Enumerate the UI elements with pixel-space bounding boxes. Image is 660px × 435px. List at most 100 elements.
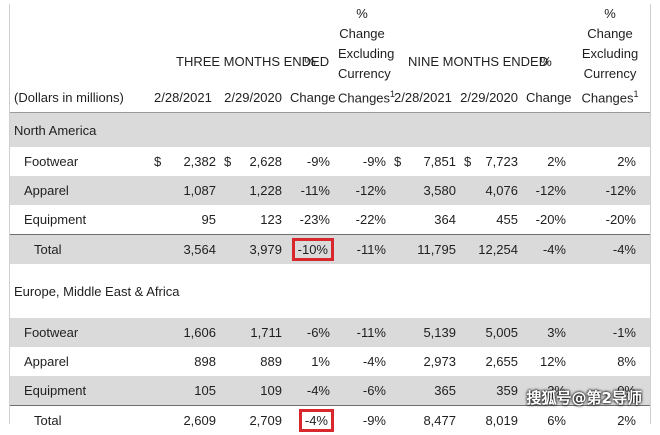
section-row-emea: Europe, Middle East & Africa bbox=[10, 264, 650, 318]
cell-value: 365 bbox=[390, 376, 460, 406]
cell-value: -4% bbox=[570, 234, 650, 265]
cell-value: 1,087 bbox=[150, 176, 220, 206]
table-row: Equipment 95 123 -23% -22% 364 455 -20% … bbox=[10, 205, 650, 235]
cell-value: 1% bbox=[311, 354, 330, 370]
cur-excluding-label: Excluding bbox=[338, 46, 395, 61]
cell-value: 364 bbox=[434, 212, 456, 228]
cell-value: 3,564 bbox=[150, 234, 220, 265]
section-title: North America bbox=[10, 112, 650, 148]
dollar-sign: $ bbox=[394, 154, 402, 170]
cell-value: 2% bbox=[547, 154, 566, 170]
cell-value: 6% bbox=[522, 405, 570, 435]
cell-value: 7,851 bbox=[423, 154, 456, 170]
cell-value: 5,005 bbox=[460, 318, 522, 348]
pct-change-header-2: % Change bbox=[522, 4, 572, 113]
table-header-row: (Dollars in millions) THREE MONTHS ENDED… bbox=[10, 4, 650, 113]
dollar-sign: $ bbox=[154, 154, 162, 170]
row-label: Footwear bbox=[10, 318, 150, 348]
pct-change-header: % Change bbox=[286, 4, 336, 113]
cell-value: -9% bbox=[334, 405, 390, 435]
cell-value: 2,709 bbox=[220, 405, 286, 435]
currency-header-2: % Change Excluding Currency Changes1 bbox=[570, 4, 650, 113]
cell-value: 0% bbox=[570, 376, 650, 406]
cell-value: 455 bbox=[496, 212, 518, 228]
cell-value: -11% bbox=[286, 176, 334, 206]
cell-value: 898 bbox=[194, 354, 216, 370]
cell-value: -4% bbox=[362, 354, 386, 370]
table-row-total: Total 3,564 3,979 -10% -11% 11,795 12,25… bbox=[10, 234, 650, 265]
footnote-mark: 1 bbox=[390, 89, 396, 99]
cell-value: 2,628 bbox=[249, 154, 282, 170]
cell-value: 8,019 bbox=[460, 405, 522, 435]
cell-value: -12% bbox=[570, 176, 650, 206]
cell-value: 1,606 bbox=[150, 318, 220, 348]
cell-value: -11% bbox=[334, 234, 390, 265]
row-label: Apparel bbox=[24, 354, 69, 370]
cell-value: 2,609 bbox=[150, 405, 220, 435]
cur-change-label-2: Change bbox=[587, 26, 633, 41]
highlighted-cell: -10% bbox=[291, 238, 335, 262]
table-row-total: Total 2,609 2,709 -4% -9% 8,477 8,019 6%… bbox=[10, 405, 650, 435]
cell-value: -6% bbox=[286, 318, 334, 348]
cur-currency-label: Currency bbox=[338, 66, 391, 81]
cur-pct-symbol: % bbox=[356, 6, 368, 21]
nine-months-header: NINE MONTHS ENDED 2/28/2021 2/29/2020 bbox=[390, 4, 549, 113]
cell-value: 4,076 bbox=[460, 176, 522, 206]
cell-value: 7,723 bbox=[485, 154, 518, 170]
cell-value: 8,477 bbox=[390, 405, 460, 435]
cell-value: 2,382 bbox=[183, 154, 216, 170]
cell-value: 95 bbox=[201, 212, 216, 228]
cell-value: -20% bbox=[535, 212, 566, 228]
date-col-4: 2/29/2020 bbox=[460, 90, 518, 106]
table-row: Footwear 1,606 1,711 -6% -11% 5,139 5,00… bbox=[10, 318, 650, 348]
three-months-header: THREE MONTHS ENDED 2/28/2021 2/29/2020 bbox=[150, 4, 330, 113]
table-row: Apparel 1,087 1,228 -11% -12% 3,580 4,07… bbox=[10, 176, 650, 206]
table-row: Equipment 105 109 -4% -6% 365 359 2% 0% bbox=[10, 376, 650, 406]
section-row-north-america: North America bbox=[10, 112, 650, 148]
three-months-label: THREE MONTHS ENDED bbox=[176, 54, 330, 70]
cell-value: -1% bbox=[570, 318, 650, 348]
cell-value: 1,228 bbox=[220, 176, 286, 206]
financial-table-frame: (Dollars in millions) THREE MONTHS ENDED… bbox=[9, 4, 651, 435]
cell-value: 359 bbox=[460, 376, 522, 406]
cell-value: 12,254 bbox=[460, 234, 522, 265]
nine-months-label: NINE MONTHS ENDED bbox=[408, 54, 549, 70]
watermark: 搜狐号@第2导师 bbox=[526, 389, 642, 407]
row-label: Total bbox=[10, 405, 150, 435]
section-title: Europe, Middle East & Africa bbox=[14, 283, 180, 299]
cell-value: 2% bbox=[570, 405, 650, 435]
row-label: Footwear bbox=[24, 154, 79, 170]
cell-value: -4% bbox=[286, 376, 334, 406]
cell-value: 3,580 bbox=[390, 176, 460, 206]
table-row: Apparel 898 889 1% -4% 2,973 2,655 12% 8… bbox=[10, 347, 650, 376]
cell-value: -12% bbox=[334, 176, 390, 206]
pct-symbol-2: % bbox=[540, 54, 552, 70]
cell-value: 1,711 bbox=[220, 318, 286, 348]
row-label: Total bbox=[10, 234, 150, 265]
table-row: Footwear $2,382 $2,628 -9% -9% $7,851 $7… bbox=[10, 147, 650, 176]
cell-value: -23% bbox=[299, 212, 330, 228]
cell-value: -22% bbox=[355, 212, 386, 228]
cell-value: -9% bbox=[362, 154, 386, 170]
cell-value: 123 bbox=[260, 212, 282, 228]
cell-value: 109 bbox=[220, 376, 286, 406]
change-label: Change bbox=[290, 90, 336, 106]
cur-excluding-label-2: Excluding bbox=[581, 46, 639, 61]
cell-value: -20% bbox=[605, 212, 636, 228]
dollar-sign: $ bbox=[224, 154, 232, 170]
cur-change-label: Change bbox=[339, 26, 385, 41]
date-col-3: 2/28/2021 bbox=[394, 90, 452, 106]
cell-value: 8% bbox=[617, 354, 636, 370]
cell-value: -12% bbox=[522, 176, 570, 206]
currency-header: % Change Excluding Currency Changes1 bbox=[334, 4, 395, 113]
cell-value: -6% bbox=[334, 376, 390, 406]
revenue-table: (Dollars in millions) THREE MONTHS ENDED… bbox=[10, 4, 650, 435]
cur-changes-label-2: Changes bbox=[581, 90, 634, 106]
cur-pct-symbol-2: % bbox=[604, 6, 616, 21]
date-col-1: 2/28/2021 bbox=[154, 90, 212, 106]
cell-value: 11,795 bbox=[390, 234, 460, 265]
date-col-2: 2/29/2020 bbox=[224, 90, 282, 106]
highlighted-cell: -4% bbox=[298, 409, 335, 433]
cell-value: 3% bbox=[522, 318, 570, 348]
dollar-sign: $ bbox=[464, 154, 472, 170]
